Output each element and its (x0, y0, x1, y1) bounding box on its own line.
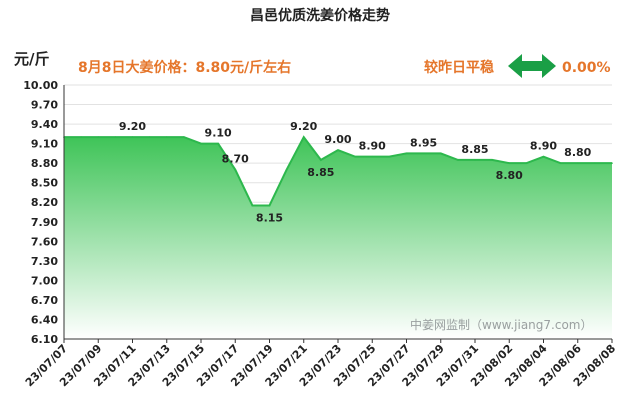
data-label-9: 8.85 (461, 143, 488, 156)
data-point-17 (354, 155, 356, 158)
watermark: 中姜网监制（www.jiang7.com） (410, 317, 592, 332)
headline-note: 8月8日大姜价格：8.80元/斤左右 (78, 59, 291, 76)
data-label-1: 9.10 (205, 127, 232, 140)
data-point-2 (97, 136, 100, 138)
area-fill (64, 137, 612, 339)
data-label-0: 9.20 (119, 120, 146, 133)
data-point-18 (371, 155, 374, 158)
y-tick-8: 8.50 (31, 177, 58, 190)
data-label-7: 8.90 (359, 140, 386, 153)
data-label-6: 9.00 (324, 133, 351, 146)
data-point-24 (474, 159, 476, 161)
data-point-29 (559, 162, 562, 164)
data-point-14 (302, 136, 305, 138)
y-tick-4: 7.30 (31, 255, 58, 268)
y-tick-6: 7.90 (31, 216, 58, 229)
data-label-5: 8.85 (307, 166, 334, 179)
y-tick-5: 7.60 (31, 235, 58, 248)
change-label: 较昨日平稳 (424, 59, 494, 76)
y-axis-unit: 元/斤 (14, 50, 49, 68)
data-point-21 (422, 152, 425, 155)
y-tick-1: 6.40 (31, 313, 58, 326)
chart-title: 昌邑优质洗姜价格走势 (250, 7, 390, 24)
data-point-10 (234, 168, 237, 171)
data-point-12 (268, 204, 271, 207)
data-label-4: 9.20 (290, 120, 317, 133)
x-tick-labels: 23/07/0723/07/0923/07/1123/07/1323/07/15… (23, 339, 618, 389)
change-value: 0.00% (562, 60, 611, 76)
data-point-6 (165, 136, 168, 138)
data-point-28 (542, 155, 545, 158)
y-tick-labels: 6.10 6.40 6.70 7.00 7.30 7.60 7.90 8.20 8.50 8.80… (23, 79, 58, 346)
data-point-5 (148, 136, 151, 138)
data-point-30 (576, 162, 579, 164)
price-area (63, 135, 613, 339)
data-label-3: 8.15 (256, 211, 283, 224)
y-tick-10: 9.10 (31, 138, 58, 151)
data-point-13 (285, 168, 288, 171)
y-tick-0: 6.10 (31, 333, 58, 346)
y-tick-7: 8.20 (31, 196, 58, 209)
data-label-8: 8.95 (410, 136, 437, 149)
y-tick-2: 6.70 (31, 294, 58, 307)
data-label-12: 8.80 (564, 146, 591, 159)
data-point-31 (594, 162, 596, 164)
data-labels: 9.20 9.10 8.70 8.15 9.20 8.85 9.00 8.90 8.95 8.85… (119, 120, 592, 224)
data-point-20 (405, 152, 408, 155)
y-tick-13: 10.00 (23, 79, 58, 92)
data-point-11 (251, 204, 254, 207)
data-label-11: 8.90 (530, 140, 557, 153)
data-point-1 (80, 136, 82, 138)
data-point-27 (525, 162, 528, 164)
data-label-10: 8.80 (496, 169, 523, 182)
data-point-19 (388, 155, 391, 158)
y-tick-12: 9.70 (31, 99, 58, 112)
data-point-9 (217, 142, 219, 145)
y-tick-11: 9.40 (31, 118, 58, 131)
data-point-3 (114, 136, 117, 138)
data-label-2: 8.70 (222, 153, 249, 166)
data-point-15 (320, 159, 322, 161)
y-tick-9: 8.80 (31, 157, 58, 170)
data-point-25 (491, 159, 493, 161)
y-tick-3: 7.00 (31, 274, 58, 287)
data-point-22 (439, 152, 442, 155)
data-point-32 (611, 162, 613, 164)
data-point-7 (183, 136, 185, 138)
data-point-16 (337, 149, 339, 151)
data-point-26 (508, 162, 511, 164)
double-arrow-icon (508, 54, 556, 78)
data-point-8 (200, 142, 202, 145)
data-point-4 (131, 136, 134, 138)
data-point-23 (457, 159, 459, 161)
